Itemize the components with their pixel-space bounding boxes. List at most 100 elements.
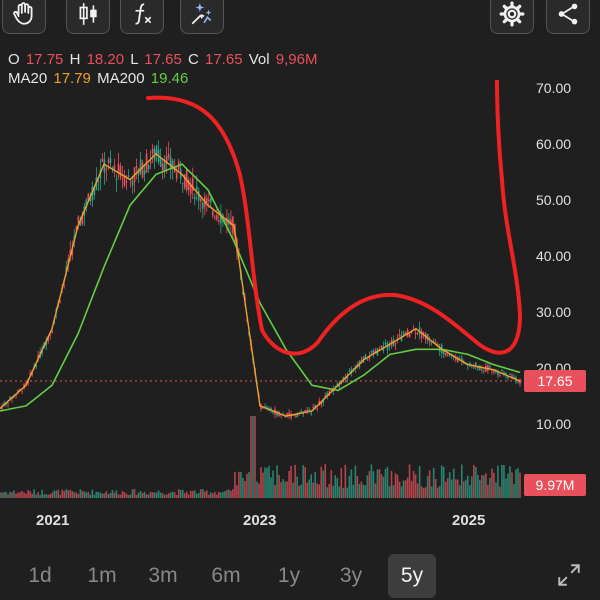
candle-body <box>163 160 166 171</box>
volume-bar <box>210 492 212 498</box>
volume-bar <box>426 476 429 498</box>
candle-body <box>187 180 190 191</box>
volume-bar <box>286 481 288 498</box>
volume-bar <box>466 475 469 498</box>
settings-button[interactable] <box>490 0 534 34</box>
candle-body <box>93 188 96 195</box>
volume-bar <box>187 494 190 498</box>
high-value: 18.20 <box>86 51 125 68</box>
candle-body <box>308 409 310 413</box>
candle-body <box>175 172 178 179</box>
share-button[interactable] <box>546 0 590 34</box>
volume-bar <box>404 480 407 498</box>
range-1m-button[interactable]: 1m <box>87 564 117 587</box>
volume-bar <box>264 467 266 498</box>
candle-body <box>19 388 21 390</box>
candle-body <box>364 354 367 359</box>
expand-icon[interactable] <box>556 562 582 588</box>
volume-bar <box>448 472 451 498</box>
candle-body <box>416 333 419 335</box>
candle-body <box>477 367 479 369</box>
volume-bar <box>320 466 323 498</box>
volume-bar <box>3 492 5 498</box>
candle-body <box>314 404 317 408</box>
candle-body <box>507 376 509 379</box>
volume-bar <box>111 490 114 498</box>
volume-bar <box>228 489 230 498</box>
volume-bar <box>501 465 503 498</box>
volume-bar <box>489 477 491 498</box>
volume-bar <box>93 494 96 498</box>
volume-bar <box>117 494 120 498</box>
candle-tool-button[interactable] <box>66 0 110 34</box>
volume-bar <box>71 491 74 498</box>
volume-bar <box>440 465 443 498</box>
ma20-label: MA20 <box>8 70 48 87</box>
volume-bar <box>137 492 140 498</box>
function-tool-button[interactable] <box>120 0 164 34</box>
candle-body <box>117 163 120 174</box>
range-6m-button[interactable]: 6m <box>211 564 241 587</box>
candle-body <box>197 190 200 201</box>
candle-body <box>141 162 144 178</box>
volume-bar <box>189 490 192 498</box>
price-info-panel: O 17.75 H 18.20 L 17.65 C 17.65 Vol 9,96… <box>8 50 317 88</box>
candle-body <box>101 158 104 162</box>
candle-body <box>21 391 23 393</box>
candle-body <box>294 415 296 417</box>
candle-body <box>475 362 477 367</box>
candle-body <box>334 386 337 388</box>
volume-bar <box>314 472 317 498</box>
range-1y-button[interactable]: 1y <box>277 564 301 587</box>
volume-bar <box>21 491 23 498</box>
candle-body <box>402 332 405 336</box>
candle-body <box>115 179 118 181</box>
volume-bar <box>503 464 505 498</box>
volume-bar <box>452 468 455 498</box>
volume-bar <box>316 483 319 498</box>
volume-label: Vol <box>248 51 270 68</box>
volume-bar <box>153 492 156 498</box>
candle-body <box>511 375 513 378</box>
volume-bar <box>471 476 473 498</box>
candle-body <box>473 367 475 369</box>
candle-body <box>446 354 449 356</box>
volume-bar <box>462 481 465 498</box>
range-1d-button[interactable]: 1d <box>28 564 52 587</box>
ma20-line <box>0 152 521 417</box>
ma200-value: 19.46 <box>150 70 189 87</box>
volume-bar <box>262 472 264 498</box>
volume-bar <box>308 479 310 498</box>
candle-body <box>220 213 222 224</box>
price-chart[interactable] <box>0 80 600 510</box>
volume-bar <box>165 494 168 498</box>
volume-bar <box>195 493 198 498</box>
volume-bar <box>258 483 260 498</box>
volume-bar <box>129 494 132 498</box>
range-5y-button[interactable]: 5y <box>388 554 436 598</box>
candle-body <box>139 159 142 174</box>
volume-bar <box>292 482 294 498</box>
candle-body <box>513 376 515 379</box>
x-tick-2023: 2023 <box>243 512 277 529</box>
magic-draw-button[interactable] <box>180 0 224 34</box>
candle-body <box>324 395 327 398</box>
volume-bar <box>234 472 236 498</box>
volume-bar <box>370 464 373 498</box>
volume-bar <box>51 492 54 498</box>
candle-body <box>404 332 407 335</box>
volume-bar <box>248 472 250 498</box>
candle-body <box>348 371 351 373</box>
volume-bar <box>121 491 124 498</box>
candle-body <box>370 351 373 353</box>
hand-tool-button[interactable] <box>2 0 46 34</box>
volume-bar <box>179 489 182 498</box>
volume-bar <box>442 466 445 498</box>
range-3m-button[interactable]: 3m <box>148 564 178 587</box>
volume-bar <box>485 473 487 498</box>
candle-body <box>483 370 485 372</box>
range-3y-button[interactable]: 3y <box>339 564 363 587</box>
candle-body <box>460 357 463 362</box>
candle-body <box>109 158 112 164</box>
candle-body <box>1 406 3 410</box>
